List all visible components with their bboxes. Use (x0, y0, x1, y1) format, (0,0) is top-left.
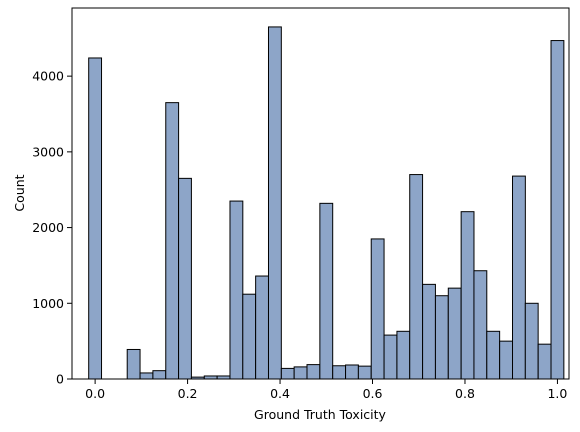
x-tick-label: 1.0 (547, 386, 567, 401)
x-tick-label: 0.0 (85, 386, 105, 401)
histogram-bar (255, 275, 269, 380)
histogram-bar (280, 367, 295, 380)
histogram-bar (512, 175, 526, 380)
histogram-bar (165, 102, 180, 380)
histogram-bar (88, 57, 103, 380)
histogram-bar (383, 334, 398, 380)
histogram-bar (460, 211, 475, 380)
x-tick-label: 0.2 (178, 386, 198, 401)
histogram-bar (524, 302, 539, 380)
histogram-bar (126, 348, 141, 380)
y-tick-label: 1000 (32, 296, 64, 311)
x-tick-label: 0.8 (455, 386, 475, 401)
histogram-bar (434, 295, 449, 380)
histogram-bar (409, 174, 424, 380)
histogram-bar (345, 364, 359, 380)
histogram-bar (306, 364, 321, 380)
histogram-bar (499, 340, 514, 380)
histogram-bar (267, 26, 282, 380)
bars-group (88, 26, 565, 380)
histogram-bar (447, 287, 462, 380)
x-axis-label: Ground Truth Toxicity (254, 407, 386, 422)
histogram-bar (422, 283, 436, 380)
histogram-bar (396, 330, 411, 380)
plot-frame (71, 7, 570, 380)
x-tick-label: 0.6 (363, 386, 383, 401)
histogram-bar (357, 365, 372, 380)
histogram-bar (319, 202, 334, 380)
y-axis: 0 1000 2000 3000 4000 (32, 69, 72, 387)
histogram-bar (486, 330, 501, 380)
x-tick-label: 0.4 (270, 386, 290, 401)
y-tick-label: 3000 (32, 144, 64, 159)
y-tick-label: 0 (56, 372, 64, 387)
y-tick-label: 4000 (32, 69, 64, 84)
histogram-bar (550, 40, 565, 380)
y-tick-label: 2000 (32, 220, 64, 235)
histogram-bar (370, 238, 385, 380)
histogram-bar (537, 343, 552, 380)
histogram-bar (229, 200, 244, 380)
histogram-bar (152, 370, 167, 380)
histogram-bar (242, 293, 257, 380)
histogram-bar (293, 366, 308, 380)
x-axis: 0.0 0.2 0.4 0.6 0.8 1.0 (85, 379, 567, 401)
y-axis-label: Count (12, 174, 27, 211)
histogram-bar (139, 372, 154, 380)
histogram-bar (332, 365, 347, 380)
histogram-bar (178, 177, 192, 380)
histogram-bar (473, 270, 488, 380)
